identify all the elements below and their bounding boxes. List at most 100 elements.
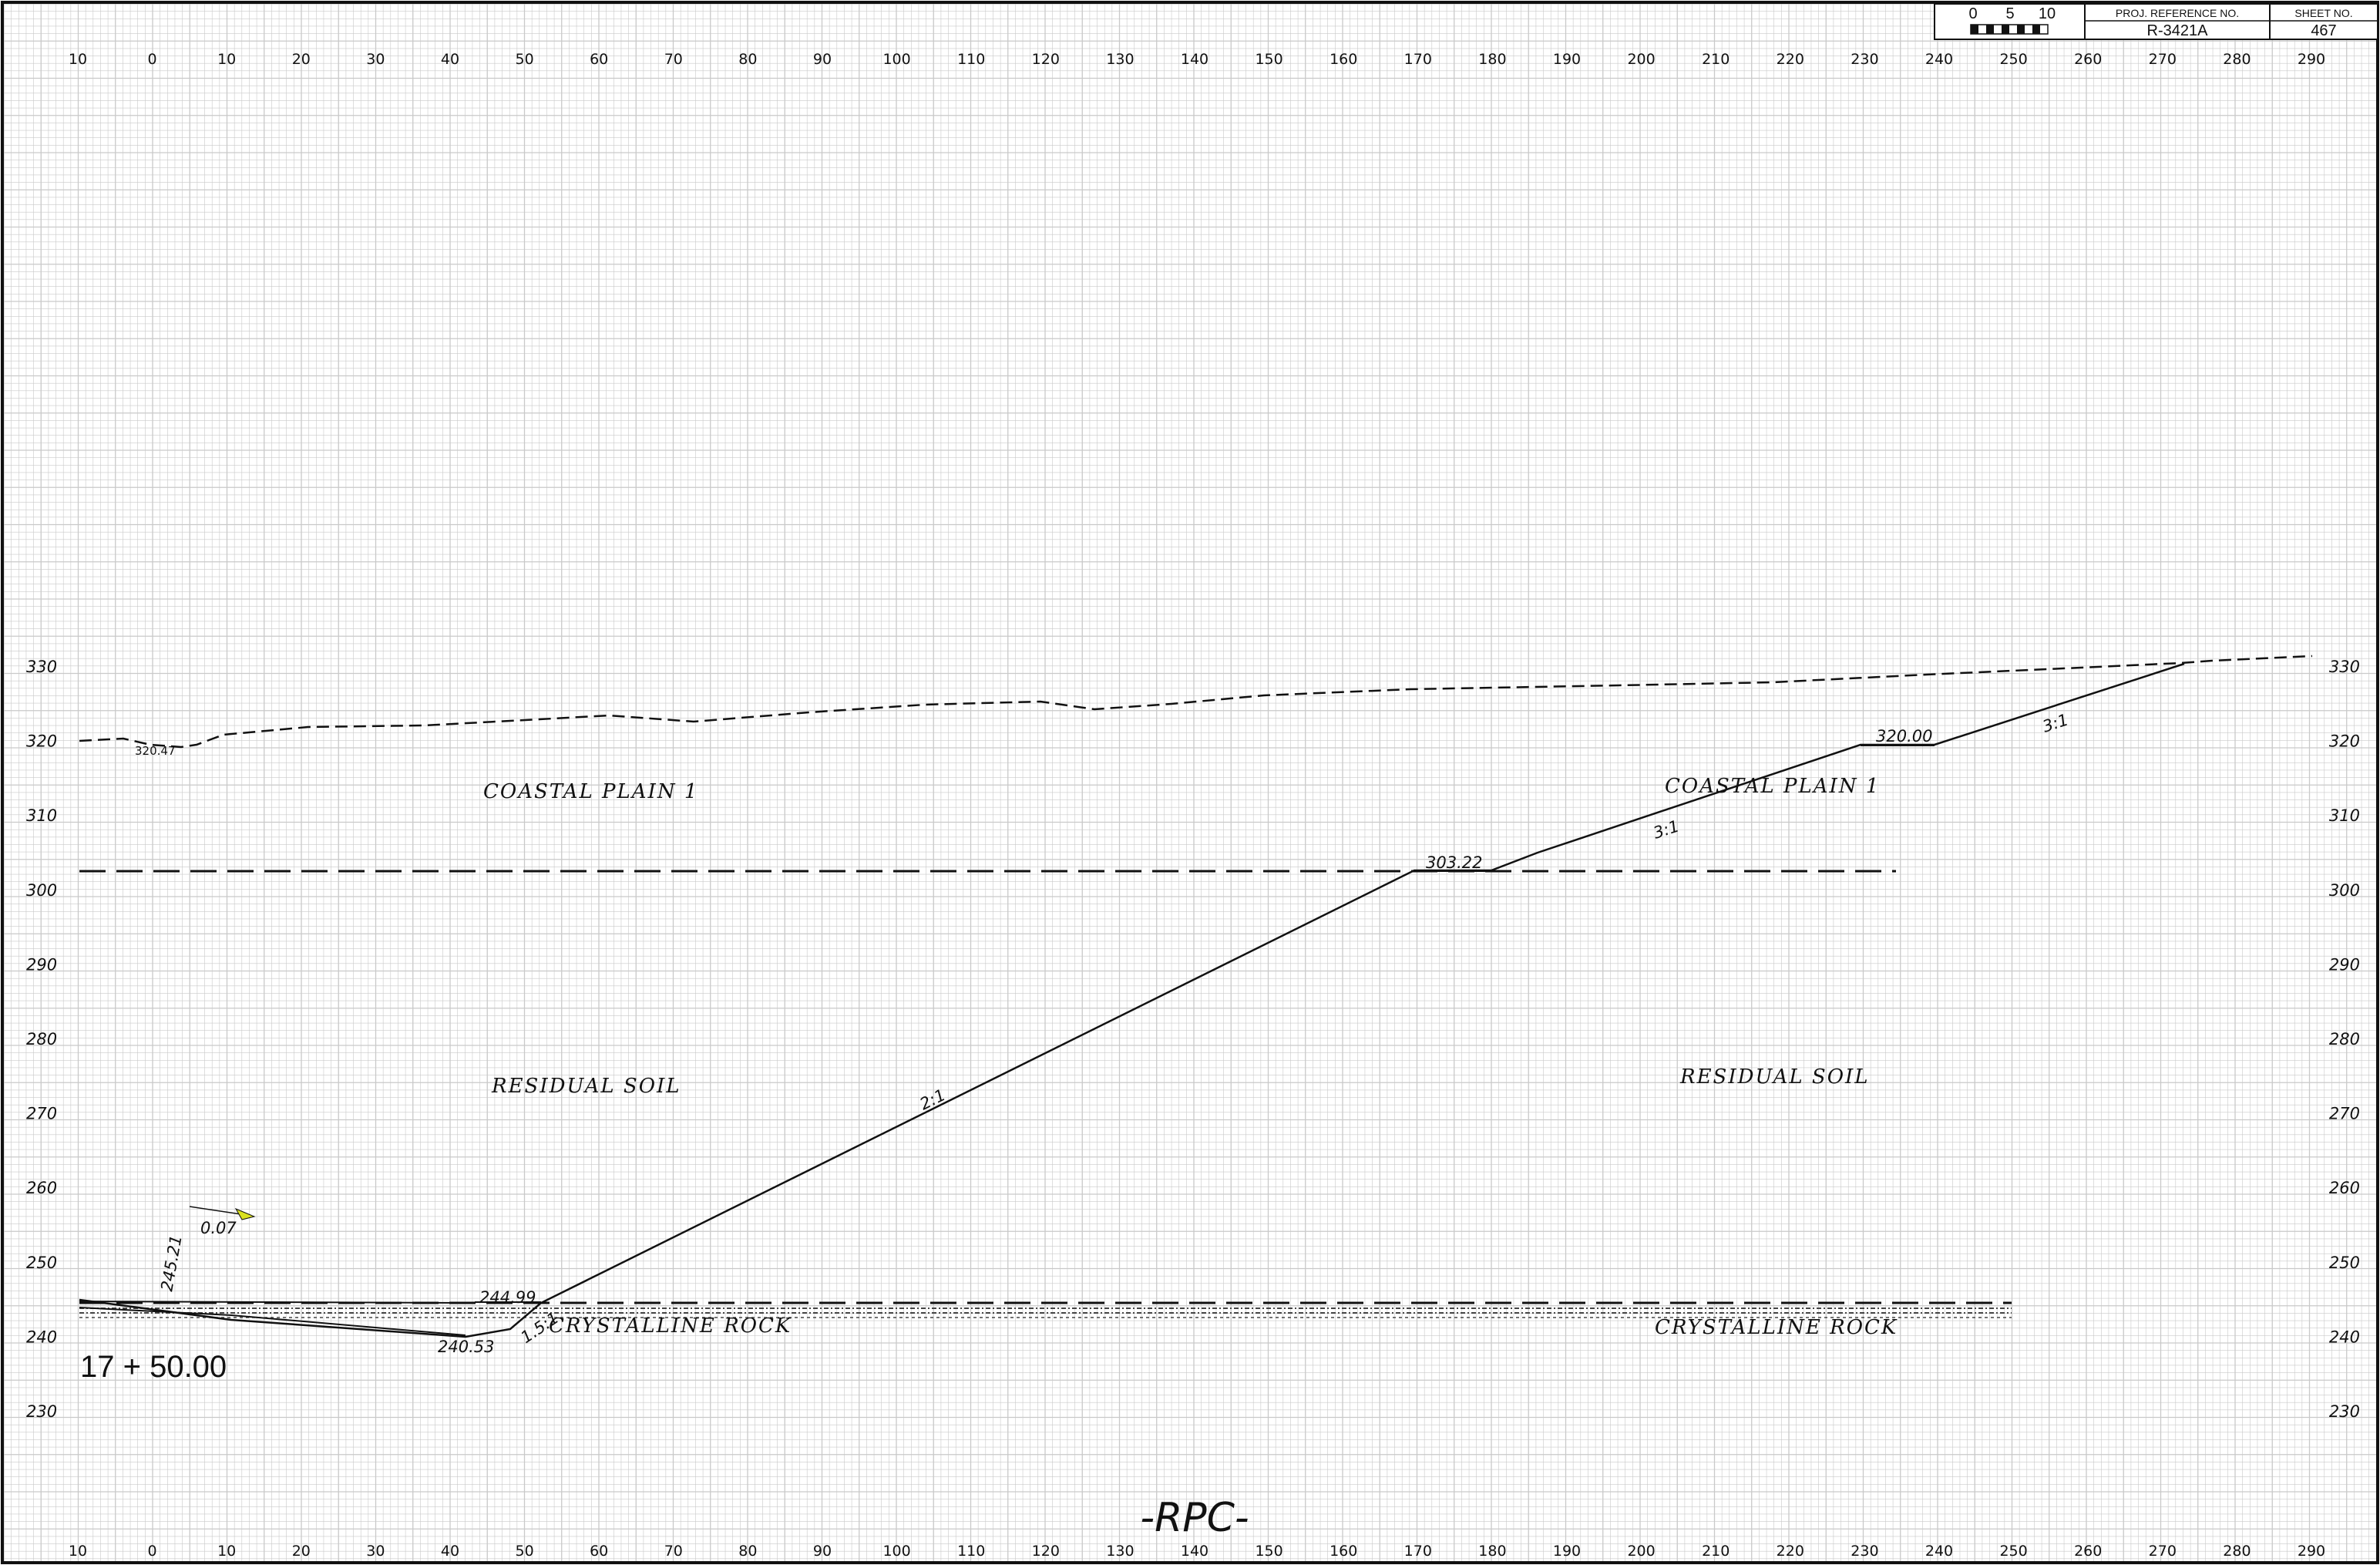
axis-labels: 1010001010202030304040505060607070808090…: [26, 51, 2360, 1560]
elevation-axis-label-right: 230: [2329, 1402, 2360, 1421]
offset-label-top: 160: [1330, 51, 1357, 68]
offset-label-bottom: 120: [1032, 1543, 1060, 1560]
proj-ref-label: PROJ. REFERENCE NO.: [2116, 7, 2239, 19]
scale-label-10: 10: [2039, 5, 2056, 22]
offset-label-bottom: 280: [2223, 1543, 2251, 1560]
offset-label-bottom: 130: [1106, 1543, 1134, 1560]
offset-label-top: 210: [1702, 51, 1730, 68]
offset-label-top: 20: [292, 51, 311, 68]
offset-label-top: 30: [366, 51, 385, 68]
offset-label-top: 70: [664, 51, 683, 68]
offset-label-top: 90: [813, 51, 832, 68]
offset-label-top: 190: [1553, 51, 1581, 68]
offset-label-top: 170: [1404, 51, 1432, 68]
offset-label-bottom: 220: [1777, 1543, 1804, 1560]
elevation-axis-label-right: 310: [2329, 806, 2360, 825]
offset-label-top: 290: [2298, 51, 2325, 68]
offset-label-top: 40: [441, 51, 459, 68]
elevation-label-320-47: 320.47: [135, 744, 176, 758]
offset-label-bottom: 270: [2149, 1543, 2177, 1560]
offset-label-bottom: 150: [1255, 1543, 1282, 1560]
offset-label-top: 120: [1032, 51, 1060, 68]
offset-label-bottom: 10: [217, 1543, 236, 1560]
elevation-label-240-53: 240.53: [438, 1338, 494, 1356]
elevation-axis-label-left: 320: [26, 732, 57, 751]
offset-label-bottom: 100: [882, 1543, 910, 1560]
offset-label-top: 230: [1851, 51, 1878, 68]
offset-label-top: 260: [2074, 51, 2102, 68]
offset-label-top: 80: [738, 51, 757, 68]
offset-label-bottom: 250: [1999, 1543, 2027, 1560]
offset-label-bottom: 160: [1330, 1543, 1357, 1560]
elevation-axis-label-right: 300: [2329, 881, 2360, 900]
offset-label-top: 110: [957, 51, 985, 68]
offset-label-top: 280: [2223, 51, 2251, 68]
scale-label-0: 0: [1968, 5, 1977, 22]
zone-label-coastal-plain-left: COASTAL PLAIN 1: [483, 780, 698, 803]
offset-label-bottom: 70: [664, 1543, 683, 1560]
offset-label-top: 50: [516, 51, 534, 68]
elevation-axis-label-left: 270: [26, 1105, 57, 1123]
offset-label-bottom: 190: [1553, 1543, 1581, 1560]
offset-label-top: 0: [148, 51, 157, 68]
offset-label-bottom: 110: [957, 1543, 985, 1560]
offset-label-top: 60: [590, 51, 608, 68]
offset-label-top: 220: [1777, 51, 1804, 68]
zone-label-residual-soil-left: RESIDUAL SOIL: [491, 1075, 681, 1098]
offset-label-bottom: 90: [813, 1543, 832, 1560]
elevation-axis-label-left: 250: [26, 1254, 57, 1272]
station-label: 17 + 50.00: [80, 1350, 227, 1384]
sheet-no-value: 467: [2311, 22, 2336, 39]
scale-bar: 0 5 10: [1968, 5, 2056, 35]
offset-label-top: 180: [1478, 51, 1506, 68]
elevation-axis-label-left: 260: [26, 1179, 57, 1197]
offset-label-bottom: 30: [366, 1543, 385, 1560]
offset-label-bottom: 260: [2074, 1543, 2102, 1560]
offset-label-bottom: 50: [516, 1543, 534, 1560]
grade-leader: [189, 1206, 256, 1220]
offset-label-bottom: 60: [590, 1543, 608, 1560]
offset-label-bottom: 0: [148, 1543, 157, 1560]
offset-label-top: 150: [1255, 51, 1282, 68]
elevation-axis-label-right: 250: [2329, 1254, 2360, 1272]
zone-label-crystalline-rock-left: CRYSTALLINE ROCK: [549, 1314, 792, 1338]
offset-label-top: 130: [1106, 51, 1134, 68]
title-block: 0 5 10 PROJ. REFERENCE NO. R-3421A SHEET…: [1934, 3, 2378, 40]
offset-label-bottom: 230: [1851, 1543, 1878, 1560]
zone-label-crystalline-rock-right: CRYSTALLINE ROCK: [1655, 1316, 1898, 1339]
offset-label-top: 250: [1999, 51, 2027, 68]
elevation-axis-label-left: 310: [26, 806, 57, 825]
offset-label-bottom: 80: [738, 1543, 757, 1560]
scale-label-5: 5: [2005, 5, 2014, 22]
ditch-line: [79, 1301, 463, 1304]
offset-label-top: 10: [69, 51, 87, 68]
elevation-axis-label-left: 330: [26, 658, 57, 676]
offset-label-bottom: 40: [441, 1543, 459, 1560]
elevation-axis-label-right: 290: [2329, 955, 2360, 974]
elevation-label-244-99: 244.99: [479, 1288, 536, 1307]
offset-label-bottom: 200: [1627, 1543, 1655, 1560]
footer-label: -RPC-: [1140, 1495, 1249, 1541]
elevation-label-320-00: 320.00: [1876, 727, 1932, 745]
offset-label-bottom: 240: [1925, 1543, 1953, 1560]
offset-label-top: 200: [1627, 51, 1655, 68]
proposed-section-line-inner: [79, 1307, 466, 1336]
existing-ground-line: [79, 655, 2313, 749]
elevation-axis-label-right: 270: [2329, 1105, 2360, 1123]
elevation-label-303-22: 303.22: [1426, 853, 1482, 872]
offset-label-top: 10: [217, 51, 236, 68]
offset-label-top: 140: [1181, 51, 1208, 68]
offset-label-top: 270: [2149, 51, 2177, 68]
offset-label-top: 100: [882, 51, 910, 68]
offset-label-bottom: 140: [1181, 1543, 1208, 1560]
offset-label-bottom: 170: [1404, 1543, 1432, 1560]
elevation-axis-label-left: 230: [26, 1402, 57, 1421]
offset-label-top: 240: [1925, 51, 1953, 68]
elevation-axis-label-right: 330: [2329, 658, 2360, 676]
elevation-axis-label-right: 320: [2329, 732, 2360, 751]
sheet-no-label: SHEET NO.: [2294, 7, 2352, 19]
elevation-axis-label-left: 300: [26, 881, 57, 900]
elevation-axis-label-left: 240: [26, 1328, 57, 1346]
